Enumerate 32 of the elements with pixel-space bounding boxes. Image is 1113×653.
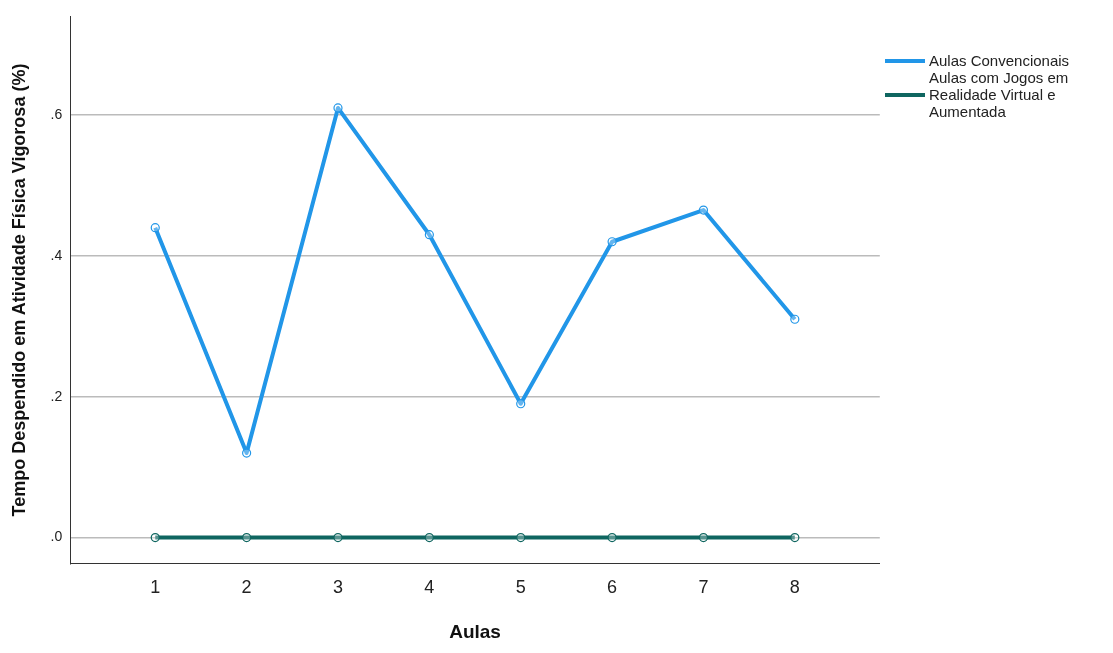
point (698, 532, 709, 543)
point (607, 532, 617, 543)
x-tick-label: 2 (241, 577, 252, 598)
point (242, 448, 252, 458)
point (516, 399, 526, 409)
x-tick-label: 8 (789, 577, 800, 598)
y-tick-label: .6 (50, 105, 63, 122)
x-tick-label: 3 (332, 577, 343, 598)
y-axis-title: Tempo Despendido em Atividade Física Vigorosa (%) (8, 63, 29, 517)
x-axis-title: Aulas (449, 620, 501, 642)
x-tick-label: 1 (150, 577, 161, 598)
point (424, 230, 434, 240)
x-tick-label: 4 (424, 577, 435, 598)
legend-label: Aulas com Jogos em Realidade Virtual e Aumentada (929, 69, 1070, 120)
x-tick-label: 6 (607, 577, 618, 598)
point (242, 532, 252, 543)
x-tick-label: 7 (698, 577, 709, 598)
y-tick-label: .4 (50, 246, 63, 263)
y-tick-label: .0 (50, 528, 63, 545)
point (333, 532, 343, 543)
point (516, 532, 526, 543)
point (607, 237, 617, 247)
point (790, 314, 800, 324)
y-tick-label: .2 (50, 387, 63, 404)
point (698, 205, 709, 215)
point (424, 532, 434, 543)
point (790, 532, 800, 543)
legend-label: Aulas Convencionais (929, 52, 1070, 69)
point (333, 103, 343, 113)
x-tick-label: 5 (515, 577, 526, 598)
point (150, 223, 160, 233)
point (150, 532, 160, 543)
